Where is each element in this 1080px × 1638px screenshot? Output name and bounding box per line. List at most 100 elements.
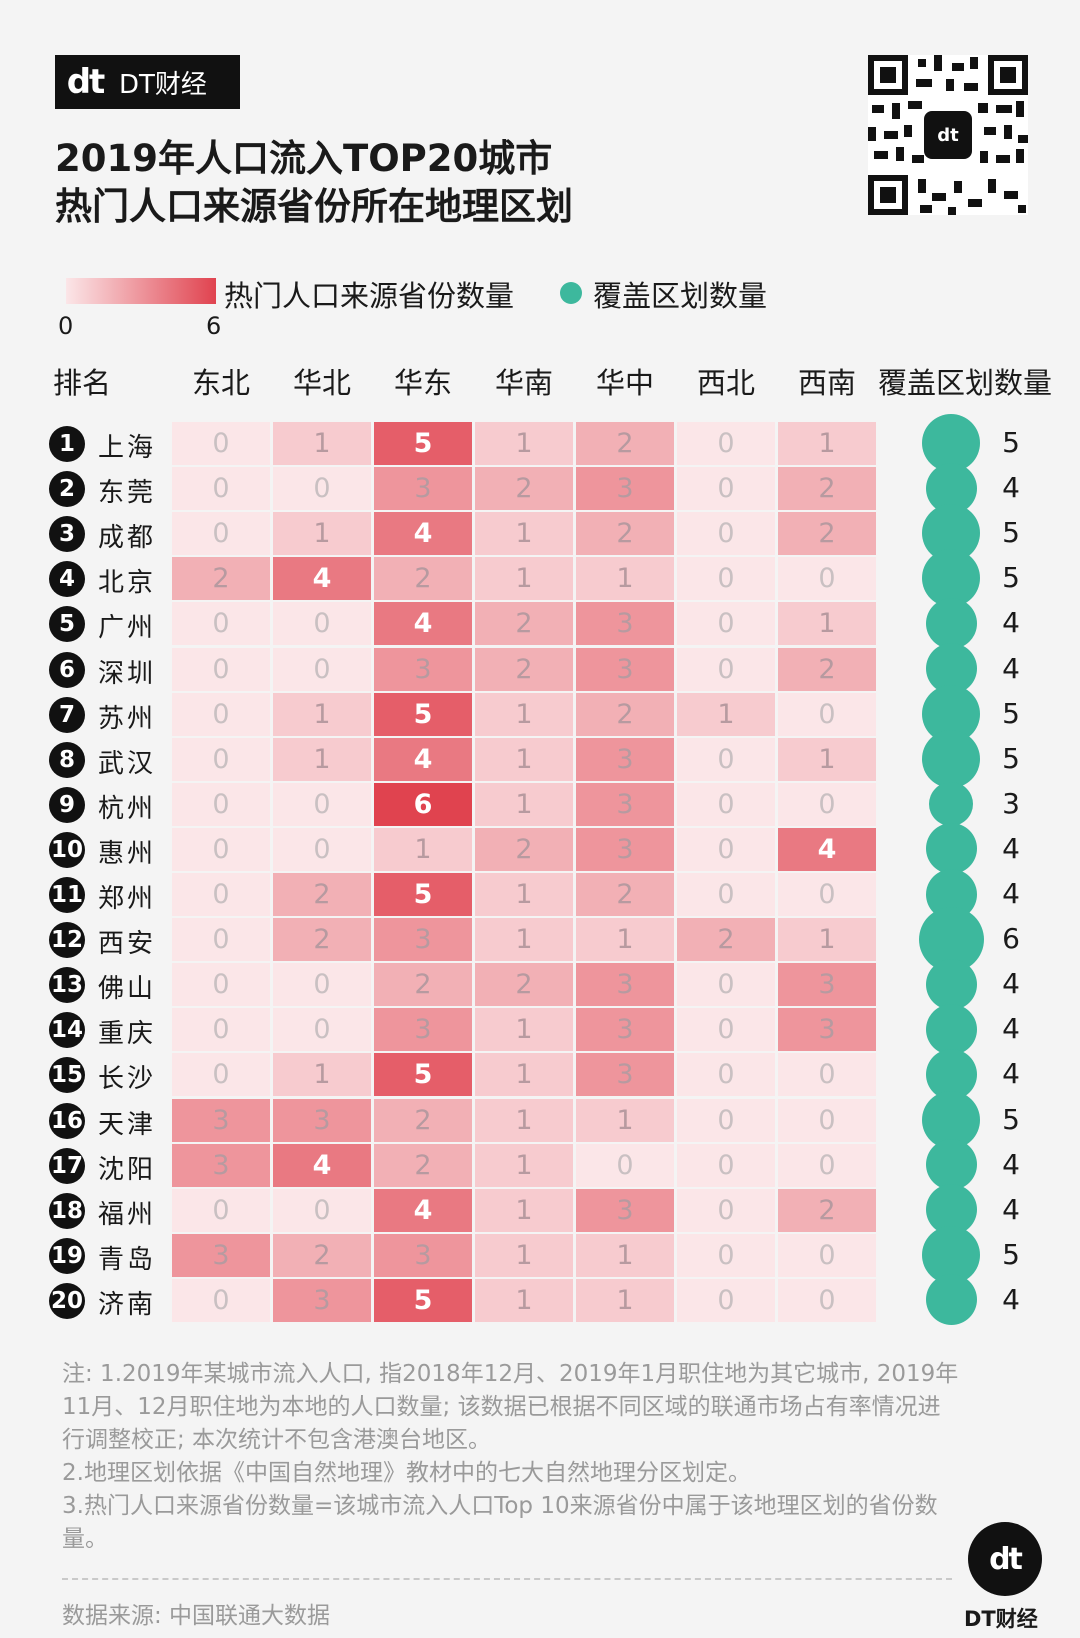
heatmap-cell: 1 (475, 692, 573, 736)
coverage-count: 4 (1002, 831, 1020, 865)
coverage-count: 4 (1002, 1147, 1020, 1181)
heatmap-cell: 3 (576, 467, 674, 511)
heatmap-cell: 1 (778, 918, 876, 962)
city-label: 广州 (98, 613, 157, 644)
rank-badge: 16 (49, 1102, 85, 1139)
heatmap-cell: 0 (677, 647, 775, 691)
rank-badge: 15 (49, 1057, 85, 1094)
coverage-bubble (922, 414, 980, 472)
heatmap-cell: 0 (677, 1053, 775, 1097)
heatmap-cell: 0 (273, 1008, 371, 1052)
heatmap-cell: 4 (374, 1188, 472, 1232)
city-label: 北京 (98, 568, 157, 599)
heatmap-cell: 0 (677, 737, 775, 781)
heatmap-cell: 2 (374, 1098, 472, 1142)
rank-badge: 1 (49, 426, 85, 462)
coverage-count: 5 (1002, 426, 1020, 459)
heatmap-cell: 3 (374, 1233, 472, 1277)
coverage-bubble (922, 549, 980, 608)
heatmap-cell: 0 (778, 1278, 876, 1322)
heatmap-cell: 1 (273, 737, 371, 781)
heatmap-cell: 0 (172, 827, 270, 871)
heatmap-cell: 0 (677, 963, 775, 1007)
coverage-count: 5 (1002, 696, 1020, 730)
city-label: 东莞 (98, 478, 157, 509)
column-header: 西南 (798, 366, 857, 400)
heatmap-cell: 2 (273, 1233, 371, 1277)
heatmap-cell: 0 (172, 512, 270, 556)
heatmap-cell: 3 (273, 1098, 371, 1142)
heatmap-cell: 1 (475, 1008, 573, 1052)
city-label: 福州 (98, 1199, 157, 1230)
heatmap-cell: 1 (475, 1143, 573, 1187)
data-source: 数据来源: 中国联通大数据 (62, 1603, 331, 1629)
svg-text:dt: dt (937, 125, 959, 146)
heatmap-cell: 1 (374, 827, 472, 871)
qr-code-icon: dt (868, 55, 1028, 215)
column-header: 华北 (293, 366, 352, 400)
heatmap-cell: 1 (576, 557, 674, 601)
heatmap-cell: 0 (273, 647, 371, 691)
city-label: 成都 (98, 523, 157, 554)
coverage-count: 4 (1002, 651, 1020, 685)
heatmap-cell: 1 (475, 512, 573, 556)
city-label: 长沙 (98, 1064, 157, 1095)
heatmap-cell: 5 (374, 422, 472, 465)
heatmap-cell: 1 (475, 1278, 573, 1322)
city-label: 深圳 (98, 658, 157, 689)
rank-badge: 6 (49, 651, 85, 688)
city-label: 天津 (98, 1109, 157, 1140)
brand-name: DT财经 (119, 69, 207, 100)
heatmap-cell: 3 (576, 602, 674, 646)
heatmap-cell: 2 (374, 1143, 472, 1187)
heatmap-cell: 3 (576, 1188, 674, 1232)
city-label: 上海 (98, 433, 157, 463)
heatmap-cell: 2 (273, 873, 371, 916)
heatmap-cell: 1 (475, 918, 573, 962)
heatmap-cell: 3 (172, 1233, 270, 1277)
heatmap-cell: 1 (576, 1278, 674, 1322)
chart-title: 2019年人口流入TOP20城市 热门人口来源省份所在地理区划 (55, 135, 573, 231)
city-label: 佛山 (98, 974, 157, 1005)
rank-badge: 3 (49, 516, 85, 553)
column-header: 华南 (495, 366, 554, 400)
heatmap-cell: 3 (576, 827, 674, 871)
heatmap-cell: 5 (374, 873, 472, 916)
heatmap-cell: 0 (677, 422, 775, 465)
heatmap-cell: 2 (677, 918, 775, 962)
heatmap-cell: 0 (172, 602, 270, 646)
heatmap-cell: 3 (273, 1278, 371, 1322)
heatmap-cell: 3 (172, 1098, 270, 1142)
rank-badge: 14 (49, 1012, 85, 1049)
coverage-bubble (925, 958, 977, 1010)
coverage-count: 5 (1002, 516, 1020, 550)
heatmap-cell: 3 (374, 647, 472, 691)
heatmap-cell: 2 (475, 602, 573, 646)
heatmap-cell: 0 (677, 782, 775, 826)
heatmap-cell: 1 (778, 422, 876, 465)
heatmap-cell: 0 (172, 422, 270, 465)
heatmap-cell: 0 (273, 467, 371, 511)
heatmap-cell: 1 (576, 1233, 674, 1277)
coverage-count: 4 (1002, 877, 1020, 910)
heatmap-cell: 4 (778, 827, 876, 871)
city-label: 西安 (98, 929, 157, 960)
heatmap-cell: 1 (576, 918, 674, 962)
heatmap-cell: 0 (172, 918, 270, 962)
heatmap-cell: 4 (374, 512, 472, 556)
heatmap-cell: 0 (778, 1098, 876, 1142)
header-coverage: 覆盖区划数量 (878, 366, 1053, 400)
heatmap-cell: 0 (172, 782, 270, 826)
rank-badge: 13 (49, 967, 85, 1004)
heatmap-cell: 3 (374, 918, 472, 962)
coverage-count: 4 (1002, 967, 1020, 1001)
coverage-bubble (925, 823, 977, 875)
heatmap-cell: 2 (778, 1188, 876, 1232)
heatmap-cell: 3 (576, 1008, 674, 1052)
heatmap-cell: 0 (172, 873, 270, 916)
heatmap-cell: 2 (374, 963, 472, 1007)
heatmap-cell: 0 (677, 467, 775, 511)
city-label: 沈阳 (98, 1154, 157, 1185)
heatmap-cell: 0 (677, 873, 775, 916)
heatmap-cell: 2 (273, 918, 371, 962)
